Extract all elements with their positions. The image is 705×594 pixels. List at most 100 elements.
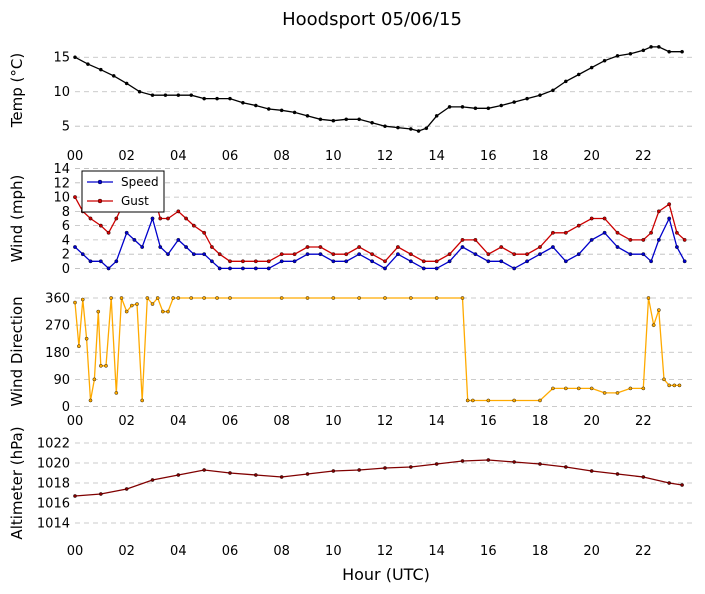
data-point (166, 252, 170, 257)
data-point (344, 259, 349, 264)
x-tick-label: 06 (222, 149, 239, 164)
data-point (641, 475, 646, 479)
y-tick-label: 2 (62, 248, 70, 263)
data-point (189, 296, 194, 300)
legend: Speed Gust (81, 170, 165, 213)
data-point (155, 296, 160, 300)
data-point (576, 72, 581, 77)
data-point (447, 105, 452, 109)
data-point (538, 462, 542, 466)
data-point (150, 93, 155, 97)
data-point (135, 302, 139, 306)
data-point (615, 391, 620, 395)
x-tick-label: 04 (170, 414, 187, 429)
data-point (675, 230, 679, 235)
series-line-1 (74, 46, 683, 132)
data-point (318, 117, 323, 122)
data-point (408, 252, 413, 257)
data-point (589, 386, 594, 391)
y-axis-label: Wind Direction (8, 296, 26, 406)
y-tick-label: 1014 (37, 517, 70, 532)
y-tick-label: 180 (45, 346, 70, 361)
y-axis-label: Altimeter (hPa) (8, 426, 26, 539)
data-point (602, 230, 607, 235)
data-point (370, 120, 374, 125)
x-tick-label: 10 (325, 544, 342, 559)
data-point (106, 266, 111, 271)
data-point (649, 45, 653, 49)
data-point (408, 259, 413, 264)
data-point (657, 308, 661, 312)
x-axis-label: Hour (UTC) (342, 565, 430, 584)
x-tick-label: 12 (377, 149, 394, 164)
x-tick-label: 00 (67, 414, 84, 429)
data-point (357, 245, 362, 249)
data-point (538, 245, 542, 249)
data-point (176, 209, 181, 214)
data-point (357, 252, 362, 257)
data-point (589, 65, 594, 70)
data-point (460, 459, 465, 463)
data-point (641, 237, 646, 242)
data-point (145, 296, 150, 300)
x-tick-label: 08 (273, 414, 290, 429)
data-point (357, 468, 361, 472)
data-point (512, 100, 516, 104)
x-tick-label: 22 (635, 544, 652, 559)
data-point (651, 323, 656, 327)
data-point (266, 266, 271, 271)
panel-3: 0 90 180 270 360 00 02 04 06 08 10 12 14 16 18 20 22 Wind… (8, 292, 695, 429)
x-tick-label: 08 (273, 544, 290, 559)
y-axis-label: Wind (mph) (8, 175, 26, 263)
data-point (383, 124, 387, 129)
data-point (563, 259, 568, 264)
data-point (344, 252, 349, 257)
data-point (140, 245, 145, 249)
x-tick-label: 12 (377, 544, 394, 559)
data-point (383, 266, 387, 271)
data-point (241, 266, 245, 271)
data-point (254, 473, 258, 477)
data-point (202, 230, 207, 235)
data-point (130, 303, 134, 308)
data-point (460, 245, 465, 249)
data-point (682, 237, 687, 242)
data-point (241, 100, 245, 105)
data-point (266, 107, 271, 111)
data-point (176, 93, 181, 97)
data-point (124, 230, 129, 235)
data-point (551, 230, 555, 235)
data-point (460, 296, 465, 300)
data-point (202, 252, 207, 257)
data-point (99, 492, 103, 496)
data-point (525, 96, 529, 101)
data-point (473, 237, 478, 242)
series-line-speed (74, 216, 686, 270)
data-point (512, 252, 517, 257)
data-point (217, 252, 222, 257)
y-tick-label: 14 (53, 162, 70, 177)
data-point (471, 398, 475, 403)
data-point (628, 237, 633, 242)
y-axis-label: Temp (°C) (8, 53, 26, 128)
data-point (228, 471, 232, 475)
data-point (641, 252, 646, 257)
data-point (460, 237, 465, 242)
data-point (305, 114, 310, 118)
data-point (525, 259, 529, 264)
data-point (305, 296, 310, 300)
y-tick-label: 1022 (37, 437, 70, 452)
data-point (176, 237, 181, 242)
data-point (370, 252, 374, 257)
y-tick-label: 360 (45, 292, 70, 307)
data-point (499, 245, 504, 249)
x-tick-label: 16 (480, 149, 497, 164)
x-tick-label: 04 (170, 149, 187, 164)
data-point (641, 48, 646, 53)
data-point (434, 259, 439, 264)
data-point (396, 252, 400, 257)
data-point (331, 118, 336, 123)
data-point (512, 266, 517, 271)
data-point (184, 216, 188, 221)
data-point (140, 398, 144, 403)
